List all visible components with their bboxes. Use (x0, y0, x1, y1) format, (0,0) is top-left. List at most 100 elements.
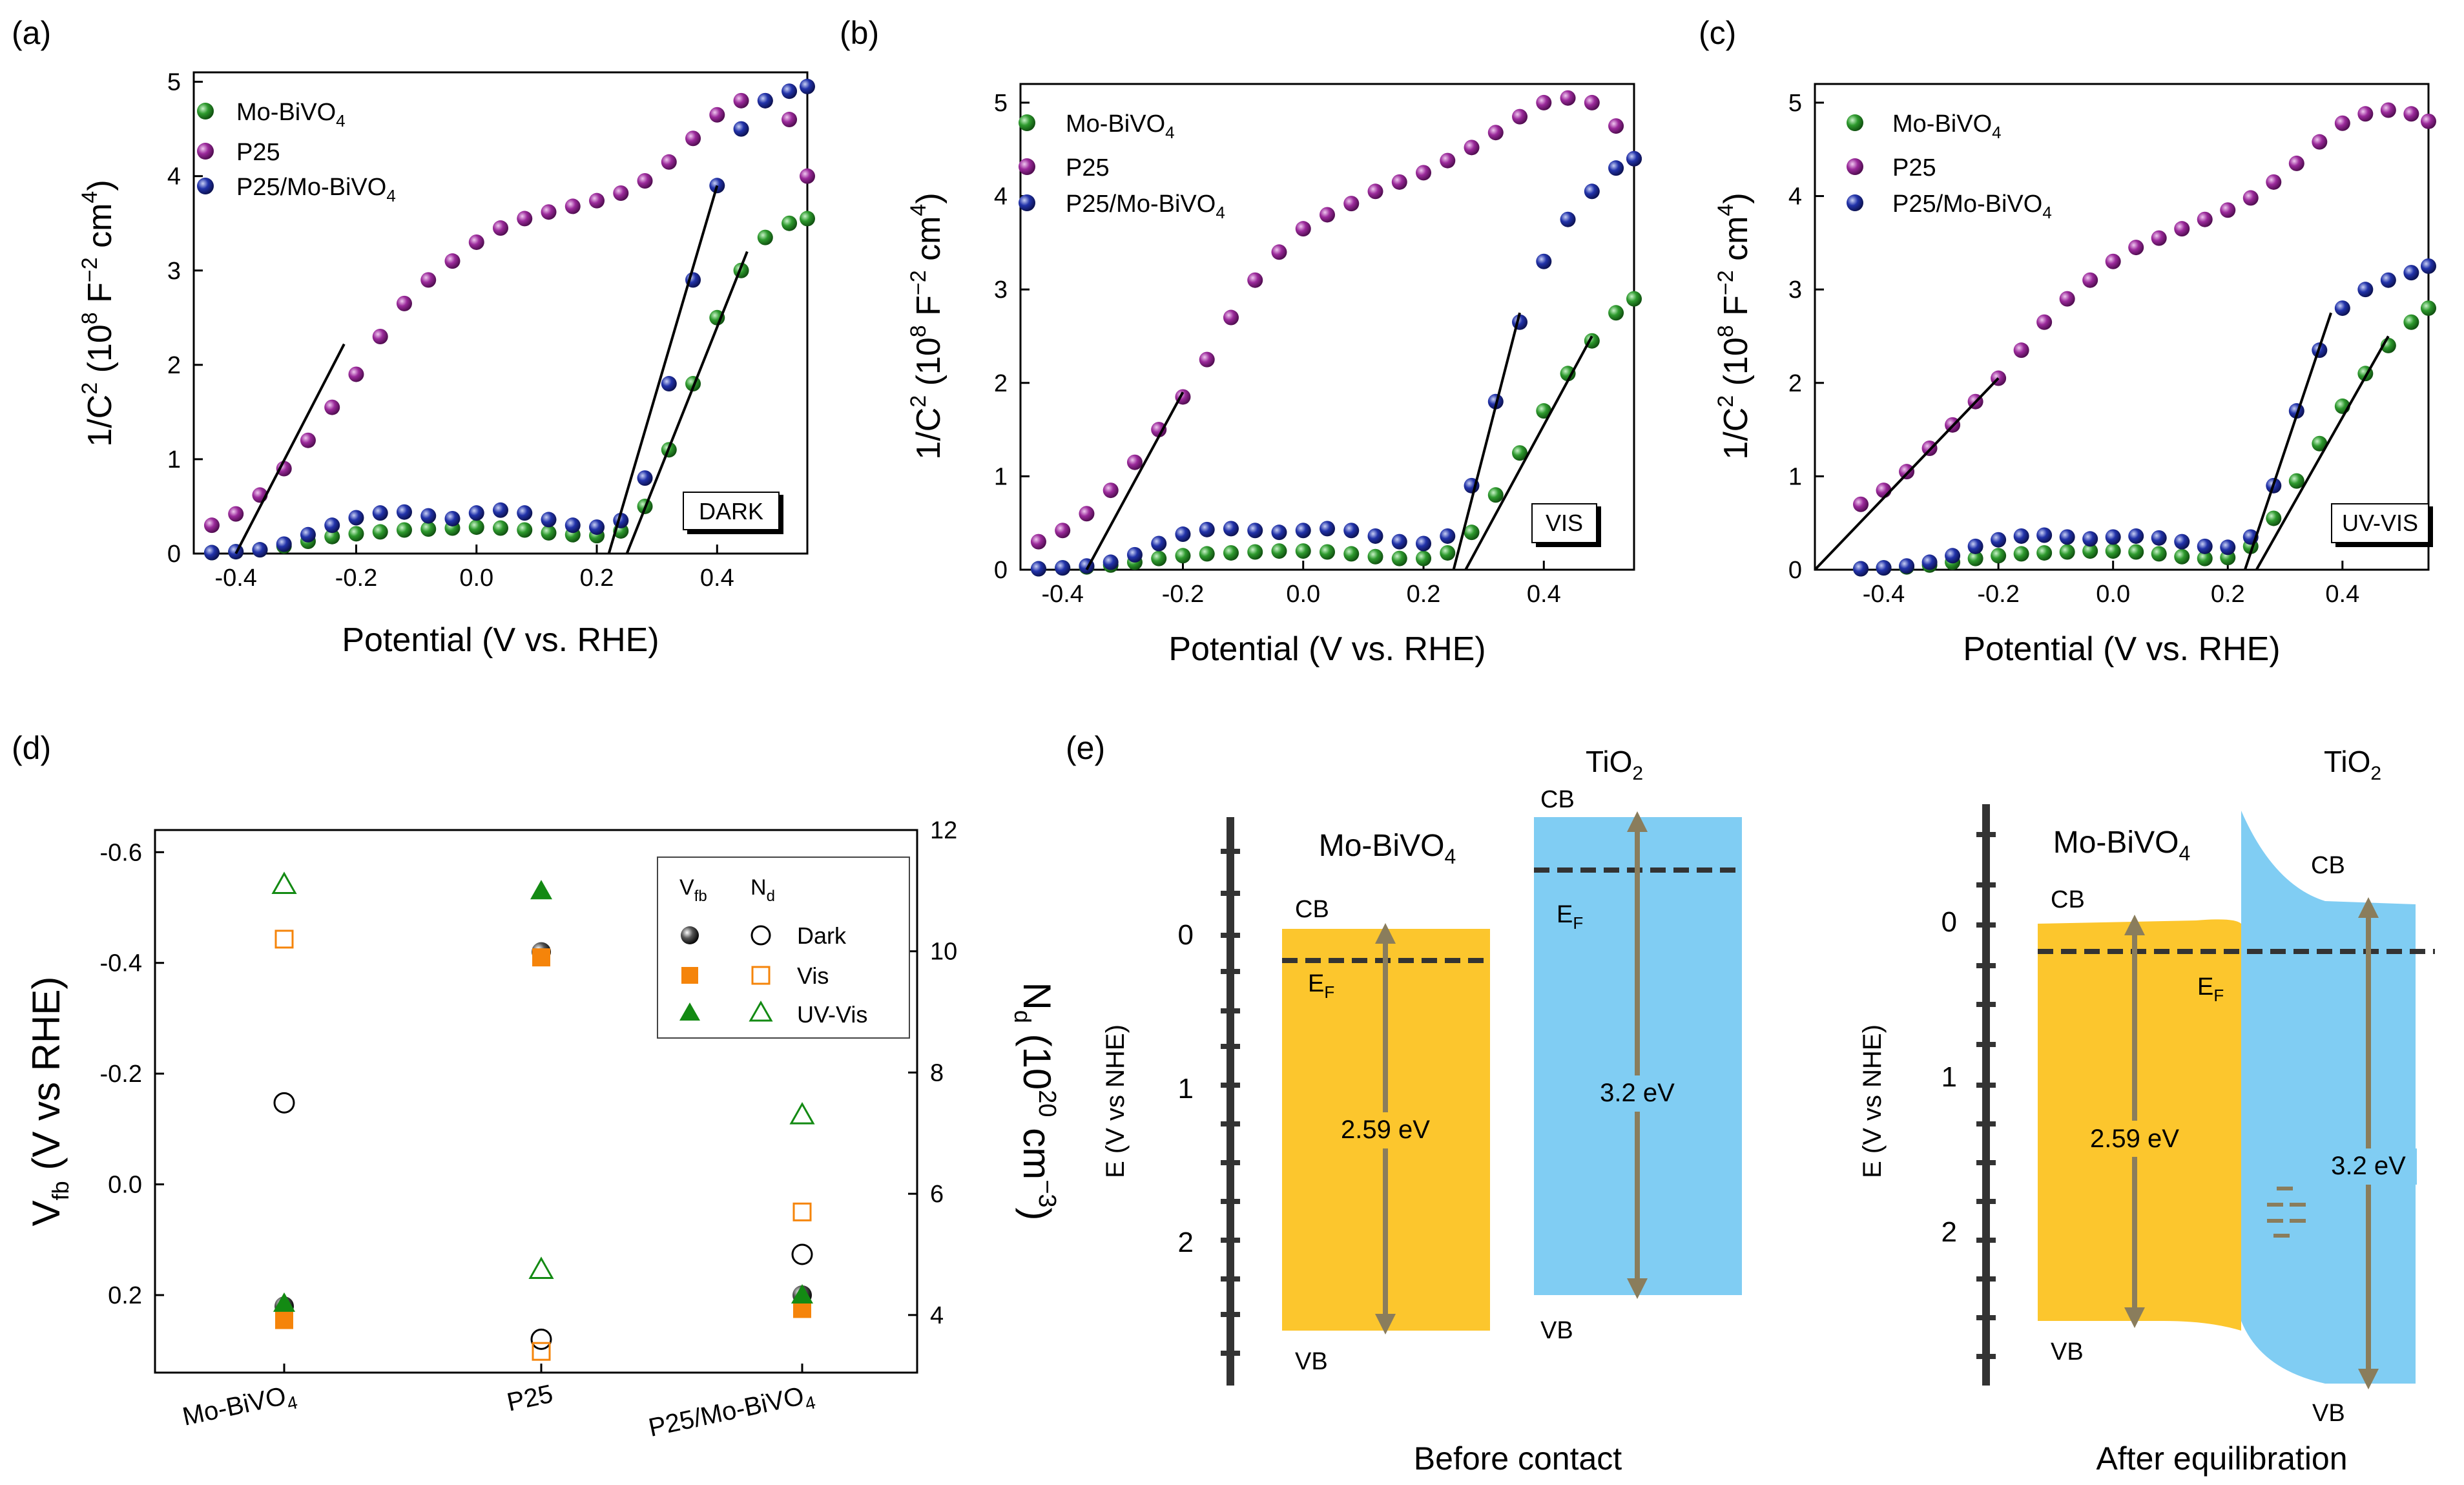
data-point (1223, 309, 1239, 326)
condition-box-b (1531, 503, 1597, 543)
data-point (2357, 106, 2374, 122)
energy-tick-2: 2 (1941, 1216, 1957, 1248)
x-tick-label: -0.4 (1041, 581, 1083, 608)
mo-bivo4-label: Mo-BiVO4 (2053, 826, 2191, 865)
data-point (733, 121, 749, 137)
data-point (1899, 558, 1915, 574)
data-point (2288, 473, 2304, 489)
ef-label-tio2: EF (1557, 901, 1583, 933)
data-point (1151, 550, 1167, 566)
y-tick-label: -0.2 (100, 1061, 142, 1088)
data-point (1608, 305, 1624, 321)
data-point (1247, 272, 1263, 288)
data-point (800, 211, 815, 227)
data-point (2036, 545, 2053, 561)
y-tick-label: -0.4 (100, 950, 142, 977)
y-tick-label: 5 (994, 90, 1008, 117)
plot-frame (154, 829, 918, 1374)
data-point (1247, 523, 1263, 539)
data-point (1536, 253, 1552, 269)
data-point (2059, 544, 2075, 560)
data-point (661, 154, 677, 170)
legend-b: Mo-BiVO4 P25 P25/Mo-BiVO4 (1019, 110, 1225, 222)
data-point (2197, 550, 2213, 566)
y-tick-label: 1 (1788, 463, 1802, 490)
data-point (348, 366, 364, 382)
data-point (1320, 521, 1335, 537)
y-tick-label: 0.2 (108, 1282, 142, 1309)
data-point (396, 295, 412, 311)
data-point (2380, 102, 2396, 118)
y-tick-label: 4 (167, 163, 181, 191)
data-point (1440, 528, 1456, 544)
data-point (1367, 183, 1383, 200)
legend-marker-p25-mo-bivo4 (197, 178, 214, 194)
defect-states (2267, 1187, 2306, 1238)
data-point (1853, 496, 1869, 512)
linear-fit-line (234, 343, 346, 554)
data-point (1560, 211, 1576, 227)
series-p25 (203, 92, 815, 534)
energy-tick-0: 0 (1178, 919, 1194, 951)
y-axis-label-b: 1/C2 (108 F−2 cm4) (906, 192, 947, 459)
data-point (420, 508, 437, 524)
data-point (372, 524, 388, 540)
y-tick-label: 5 (1788, 90, 1802, 117)
data-point (2403, 265, 2419, 281)
panel-label-d: (d) (12, 730, 51, 766)
data-point (532, 1342, 551, 1361)
chart-area-b: -0.4 -0.2 0.0 0.2 0.4 0 1 2 3 4 5 (994, 90, 1642, 608)
ef-label: EF (2197, 973, 2224, 1005)
data-point (1199, 546, 1215, 562)
legend-marker-p25 (1847, 158, 1863, 175)
energy-tick-1: 1 (1941, 1061, 1957, 1093)
data-point (1199, 521, 1215, 537)
bandgap-label-mo: 2.59 eV (1341, 1116, 1430, 1144)
data-point (1295, 221, 1311, 237)
data-point (2036, 314, 2053, 330)
data-point (1512, 445, 1528, 461)
legend-label-p25-mo-bivo4: P25/Mo-BiVO4 (236, 174, 396, 205)
data-point (1416, 550, 1432, 566)
gap-label-bg-tio2 (2320, 1148, 2417, 1185)
data-point (274, 929, 294, 949)
data-point (2151, 230, 2167, 246)
data-point (493, 520, 508, 536)
energy-axis-label: E (V vs NHE) (1101, 1024, 1130, 1178)
gap-label-bg-mo (2076, 1121, 2193, 1157)
legend-marker-p25 (197, 143, 214, 160)
data-point (1151, 422, 1167, 438)
linear-fit-line (2243, 312, 2332, 570)
y-tick-label: 1 (167, 446, 181, 473)
data-point (300, 432, 316, 448)
data-point (420, 272, 437, 288)
data-point (2151, 546, 2167, 562)
panel-b: (b) -0.4 -0.2 0.0 0.2 0.4 0 1 2 3 4 5 Mo-BiVO4 P25… (840, 15, 1642, 668)
data-point (1853, 561, 1869, 577)
data-point (1320, 544, 1335, 560)
energy-tick-2: 2 (1178, 1227, 1194, 1258)
data-point (420, 521, 437, 537)
series-vfb-uv-vis (273, 880, 813, 1312)
data-point (2128, 528, 2144, 544)
data-point (1391, 174, 1407, 190)
chart-area-a: -0.4 -0.2 0.0 0.2 0.4 0 1 2 3 4 5 (167, 69, 815, 592)
data-point (1608, 118, 1624, 134)
data-point (372, 329, 388, 345)
x-tick-label: -0.2 (1162, 581, 1204, 608)
data-point (275, 1311, 293, 1329)
condition-label-b: VIS (1546, 510, 1583, 536)
panel-c: (c) -0.4 -0.2 0.0 0.2 0.4 0 1 2 3 4 5 Mo-BiVO4 P25… (1699, 15, 2436, 668)
data-point (228, 506, 244, 522)
chart-area-c: -0.4 -0.2 0.0 0.2 0.4 0 1 2 3 4 5 (1788, 90, 2436, 608)
legend-label-p25: P25 (236, 139, 280, 166)
data-point (1223, 545, 1239, 561)
data-point (2242, 190, 2259, 206)
condition-box-a (683, 492, 780, 530)
y-tick-label: 0.0 (108, 1172, 142, 1199)
data-point (2197, 211, 2213, 227)
category-label: P25 (504, 1380, 555, 1417)
data-point (203, 517, 220, 534)
data-point (757, 92, 773, 109)
data-point (1126, 546, 1143, 563)
